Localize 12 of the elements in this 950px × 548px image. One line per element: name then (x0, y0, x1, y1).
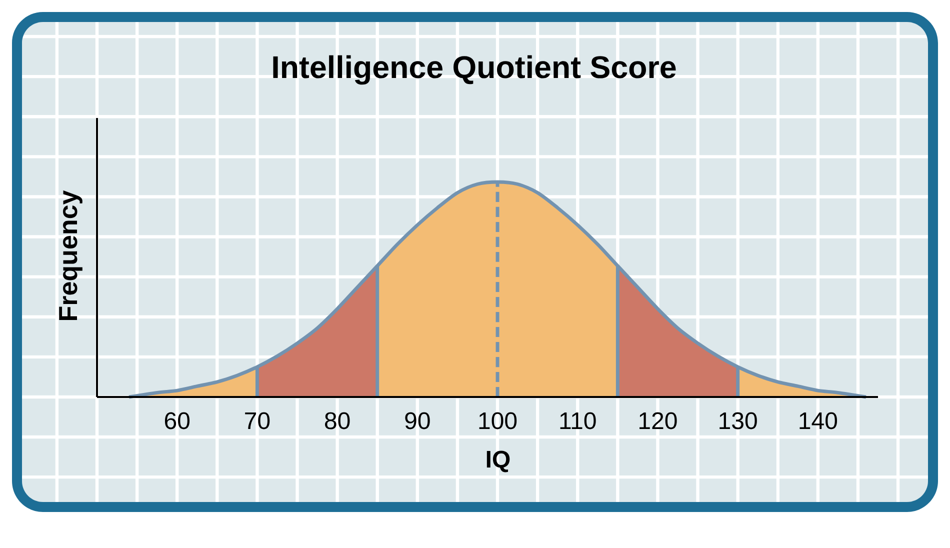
x-tick-label: 60 (164, 412, 190, 430)
x-tick-label: 120 (640, 412, 677, 430)
x-tick-label: 70 (245, 412, 270, 430)
chart-title: Intelligence Quotient Score (273, 55, 676, 85)
x-axis-title: IQ (486, 450, 510, 472)
x-tick-label: 90 (405, 412, 430, 430)
x-tick-label: 140 (800, 412, 838, 430)
x-tick-label: 80 (325, 412, 350, 430)
y-axis-title: Frequency (59, 190, 82, 320)
x-tick-label: 130 (720, 412, 757, 430)
x-tick-label: 100 (479, 412, 517, 430)
x-tick-label: 110 (560, 412, 596, 430)
